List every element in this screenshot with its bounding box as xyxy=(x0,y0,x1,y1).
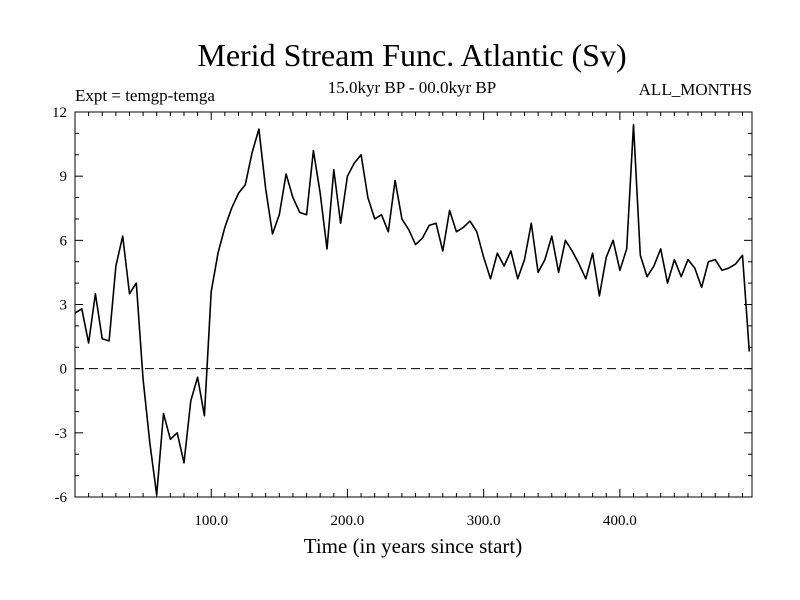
x-axis-label: Time (in years since start) xyxy=(304,534,523,558)
period-label: 15.0kyr BP - 00.0kyr BP xyxy=(328,78,496,97)
months-label: ALL_MONTHS xyxy=(639,80,752,99)
y-tick-label: -6 xyxy=(55,490,68,506)
x-tick-label: 300.0 xyxy=(467,513,501,529)
plot-frame xyxy=(74,111,753,498)
y-tick-label: -3 xyxy=(55,426,68,442)
series-line xyxy=(74,124,751,496)
y-tick-label: 12 xyxy=(52,105,67,121)
x-tick-label: 400.0 xyxy=(603,513,637,529)
y-tick-label: 9 xyxy=(60,169,68,185)
x-tick-label: 100.0 xyxy=(194,513,228,529)
y-tick-label: 6 xyxy=(60,233,68,249)
plot-area: -6 -3 0 3 6 9 12 100.0 200.0 300.0 400.0 xyxy=(52,105,752,529)
expt-label: Expt = temgp-temga xyxy=(75,86,215,105)
y-tick-label: 3 xyxy=(60,298,68,314)
x-tick-label: 200.0 xyxy=(331,513,365,529)
chart-title: Merid Stream Func. Atlantic (Sv) xyxy=(197,37,626,73)
y-tick-label: 0 xyxy=(60,362,68,378)
